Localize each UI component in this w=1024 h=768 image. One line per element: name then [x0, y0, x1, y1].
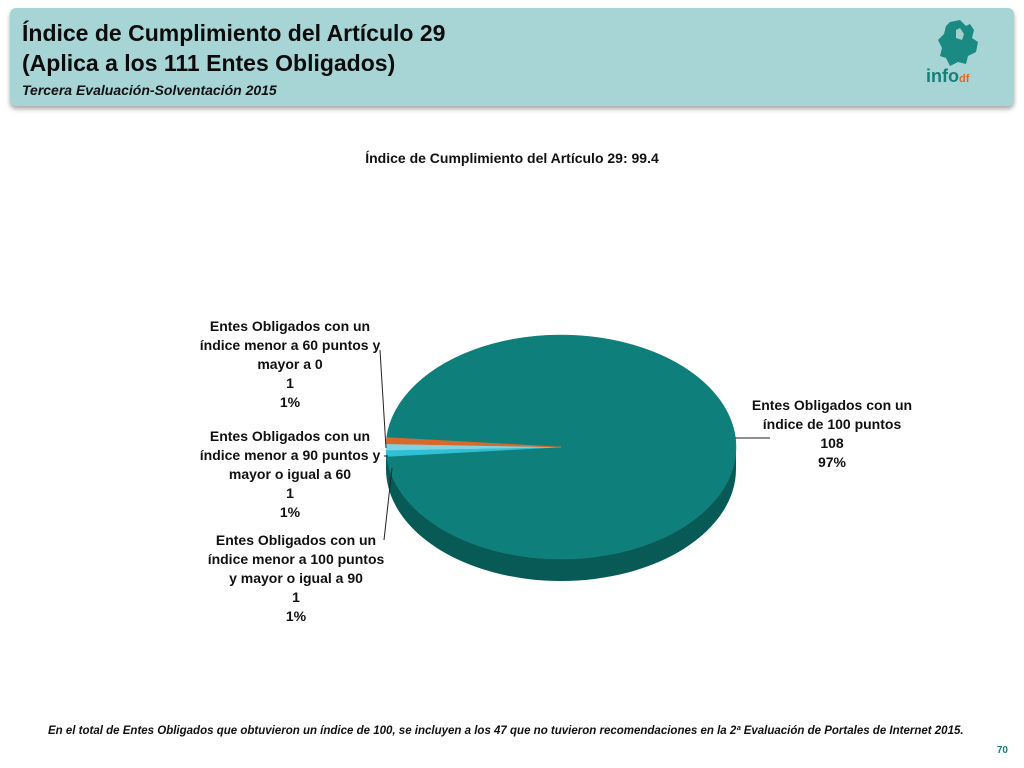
slice-label-2: Entes Obligados con un índice menor a 90 … — [200, 428, 381, 520]
slice-label-1: Entes Obligados con un índice menor a 100… — [208, 532, 385, 624]
pie-chart: Índice de Cumplimiento del Artículo 29: … — [200, 150, 912, 624]
page-number: 70 — [996, 745, 1008, 756]
logo-suffix: df — [959, 73, 970, 85]
chart-title: Índice de Cumplimiento del Artículo 29: … — [365, 150, 659, 166]
pie-slices — [385, 334, 737, 581]
logo-text: infodf — [926, 66, 970, 86]
header-banner: Índice de Cumplimiento del Artículo 29 (… — [10, 8, 1014, 106]
page-title-line2: (Aplica a los 111 Entes Obligados) — [22, 50, 396, 76]
footnote: En el total de Entes Obligados que obtuv… — [48, 725, 964, 737]
leader-line-1 — [383, 467, 393, 541]
page-subtitle: Tercera Evaluación-Solventación 2015 — [22, 82, 277, 98]
infodf-logo: infodf — [920, 18, 1000, 102]
page-title-line1: Índice de Cumplimiento del Artículo 29 — [22, 20, 446, 46]
slice-label-0: Entes Obligados con un índice de 100 punt… — [752, 397, 912, 470]
pie-slice-0 — [386, 334, 737, 560]
leader-line-3 — [379, 349, 387, 449]
pie-side-band — [386, 447, 736, 581]
slice-label-3: Entes Obligados con un índice menor a 60 … — [200, 318, 381, 410]
map-icon — [938, 20, 978, 66]
pie-labels: Entes Obligados con un índice de 100 punt… — [200, 318, 912, 624]
